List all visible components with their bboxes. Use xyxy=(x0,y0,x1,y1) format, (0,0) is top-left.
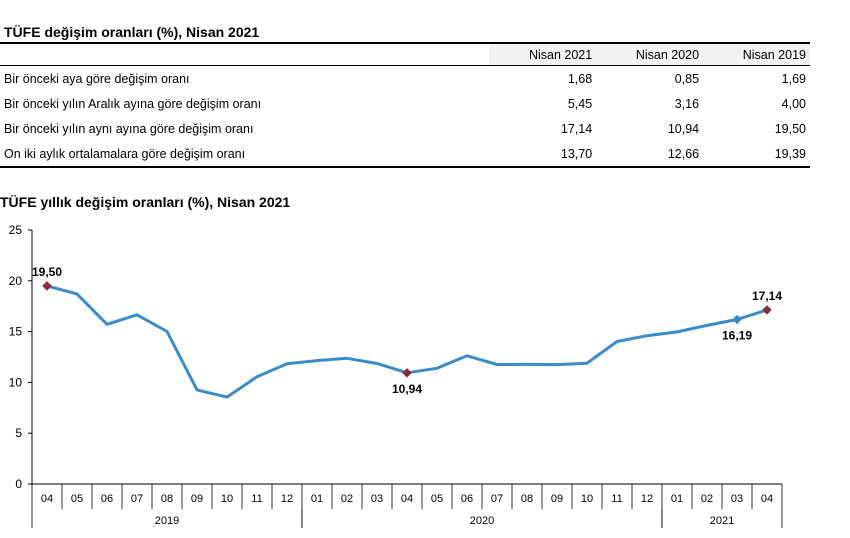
x-tick-label: 02 xyxy=(701,493,713,505)
cell-value: 13,70 xyxy=(489,141,597,168)
y-tick-label: 0 xyxy=(15,477,22,491)
y-tick-label: 10 xyxy=(9,375,23,389)
x-tick-label: 04 xyxy=(761,493,773,505)
cell-value: 1,68 xyxy=(567,72,593,86)
data-label: 17,14 xyxy=(752,289,782,303)
x-tick-label: 10 xyxy=(221,493,233,505)
x-tick-label: 01 xyxy=(671,493,683,505)
data-label: 16,19 xyxy=(722,329,752,343)
x-tick-label: 05 xyxy=(431,493,443,505)
x-tick-label: 04 xyxy=(401,493,413,505)
table-row: Bir önceki aya göre değişim oranı 1,68 0… xyxy=(0,66,810,92)
x-tick-label: 11 xyxy=(611,493,622,505)
data-label: 19,50 xyxy=(32,265,62,279)
cell-value: 0,85 xyxy=(674,72,700,86)
row-label: On iki aylık ortalamalara göre değişim o… xyxy=(0,141,490,168)
y-tick-label: 5 xyxy=(15,426,22,440)
data-point-marker xyxy=(762,305,772,315)
table-header-col: Nisan 2019 xyxy=(703,42,810,66)
table-header-col: Nisan 2020 xyxy=(596,42,704,66)
cell-value: 10,94 xyxy=(667,122,700,136)
x-tick-label: 07 xyxy=(491,493,503,505)
table-header-col: Nisan 2021 xyxy=(489,42,597,66)
x-tick-label: 09 xyxy=(551,493,563,505)
x-tick-label: 12 xyxy=(641,493,653,505)
x-tick-label: 02 xyxy=(341,493,353,505)
x-tick-label: 09 xyxy=(191,493,203,505)
change-rates-table: Nisan 2021 Nisan 2020 Nisan 2019 Bir önc… xyxy=(0,42,810,168)
cell-value: 19,39 xyxy=(703,141,810,168)
year-group-label: 2020 xyxy=(470,515,494,527)
table-row: On iki aylık ortalamalara göre değişim o… xyxy=(0,141,810,168)
x-tick-label: 10 xyxy=(581,493,593,505)
table-row: Bir önceki yılın aynı ayına göre değişim… xyxy=(0,116,810,141)
x-tick-label: 08 xyxy=(161,493,173,505)
cell-value: 5,45 xyxy=(567,97,593,111)
cell-value: 17,14 xyxy=(560,122,593,136)
cell-value: 1,69 xyxy=(781,72,806,86)
x-tick-label: 07 xyxy=(131,493,143,505)
cell-value: 4,00 xyxy=(781,97,806,111)
data-label: 10,94 xyxy=(392,382,422,396)
x-tick-label: 04 xyxy=(41,493,53,505)
x-tick-label: 12 xyxy=(281,493,293,505)
x-tick-label: 06 xyxy=(461,493,473,505)
y-tick-label: 20 xyxy=(9,274,23,288)
x-tick-label: 11 xyxy=(251,493,262,505)
data-point-marker xyxy=(732,314,742,325)
row-label: Bir önceki aya göre değişim oranı xyxy=(4,72,190,86)
x-tick-label: 01 xyxy=(311,493,323,505)
chart-title: TÜFE yıllık değişim oranları (%), Nisan … xyxy=(0,194,291,210)
x-tick-label: 08 xyxy=(521,493,533,505)
series-line xyxy=(46,284,768,399)
x-tick-label: 03 xyxy=(731,493,743,505)
data-point-marker xyxy=(42,281,52,291)
data-point-marker xyxy=(402,367,412,378)
row-label: Bir önceki yılın aynı ayına göre değişim… xyxy=(4,122,254,136)
table-header-label xyxy=(0,42,490,66)
y-tick-label: 15 xyxy=(9,325,23,339)
row-label: Bir önceki yılın Aralık ayına göre değiş… xyxy=(4,97,262,111)
table-header-row: Nisan 2021 Nisan 2020 Nisan 2019 xyxy=(0,42,810,66)
cell-value: 3,16 xyxy=(674,97,700,111)
table-row: Bir önceki yılın Aralık ayına göre değiş… xyxy=(0,91,810,116)
cell-value: 19,50 xyxy=(774,122,806,136)
year-group-label: 2021 xyxy=(710,515,734,527)
x-tick-label: 03 xyxy=(371,493,383,505)
x-tick-label: 06 xyxy=(101,493,113,505)
year-group-label: 2019 xyxy=(155,515,179,527)
cell-value: 12,66 xyxy=(596,141,704,168)
y-tick-label: 25 xyxy=(9,223,23,237)
table-title: TÜFE değişim oranları (%), Nisan 2021 xyxy=(4,24,260,40)
x-tick-label: 05 xyxy=(71,493,83,505)
